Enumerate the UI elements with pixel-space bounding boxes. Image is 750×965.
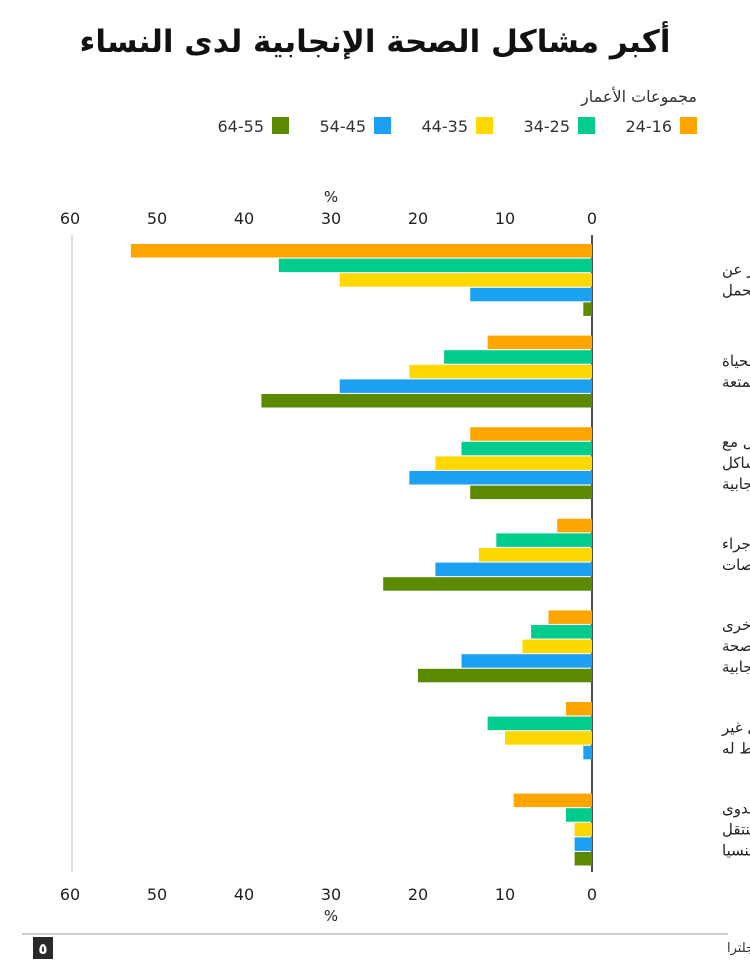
category-label: إجراء [722, 535, 750, 553]
logo-mark: ٥ [38, 940, 47, 958]
logo-box [33, 937, 53, 959]
category-label: أعراض أخرى [722, 615, 750, 634]
bottom-tick-label: 10 [495, 885, 515, 904]
bottom-tick-label: 30 [321, 885, 341, 904]
legend-swatch [680, 117, 697, 134]
legend-label: 44-35 [422, 117, 469, 136]
logo: ٥ [33, 937, 53, 959]
category-label: العجز عن [722, 260, 750, 278]
category-label: التقاط عدوى [722, 799, 750, 817]
category-label: الفحوصات [722, 556, 750, 574]
category-labels: العجز عن تحقيق الحمل الحظي بحياة جنسية ممتع… [721, 260, 750, 859]
category-label: الإنجابية [722, 658, 750, 676]
bar [478, 548, 592, 562]
category-label: التعامل مع [722, 433, 750, 451]
bar [470, 427, 592, 441]
legend-swatch [476, 117, 493, 134]
bar [261, 394, 592, 408]
top-tick-label: 60 [60, 209, 80, 228]
bar [583, 745, 592, 760]
bar [531, 625, 592, 639]
category-label: تحقيق الحمل [722, 281, 750, 299]
source-note: المصدر: وكالة الصحة العمومية في إنجلترا [727, 941, 750, 956]
bottom-tick-label: 0 [587, 885, 597, 904]
bar [461, 654, 592, 668]
bar [565, 808, 592, 822]
bar [418, 668, 592, 683]
bottom-tick-label: 20 [408, 885, 428, 904]
bars [130, 244, 592, 866]
category-label: الصحة الإنجابية [722, 475, 750, 493]
bar [435, 456, 592, 470]
top-tick-label: 40 [234, 209, 254, 228]
bar [574, 852, 592, 866]
bar [583, 302, 592, 316]
legend-swatch [578, 117, 595, 134]
category-label: جنسيا [722, 841, 750, 859]
legend-label: 34-25 [524, 117, 571, 136]
axes: 0 0 10 10 20 20 30 30 40 40 50 50 60 60%% [60, 188, 597, 925]
legend-swatch [272, 117, 289, 134]
bar [496, 533, 592, 547]
legend-label: 64-55 [218, 117, 265, 136]
bar [565, 702, 592, 716]
category-label: المخطط له [722, 739, 750, 757]
category-label: أعراض مشاكل [722, 453, 750, 472]
category-label: جنسية ممتعة [722, 373, 750, 391]
bar [278, 258, 592, 273]
top-tick-label: 20 [408, 209, 428, 228]
bar [339, 379, 592, 393]
bar [505, 731, 592, 745]
category-label: الحمل غير [721, 718, 750, 736]
bar [513, 793, 592, 808]
bar [470, 485, 592, 500]
bottom-tick-label: 60 [60, 885, 80, 904]
bar [435, 562, 592, 577]
bar [574, 822, 592, 837]
bar [130, 244, 592, 258]
bar [409, 471, 592, 485]
top-unit-label: % [324, 188, 338, 206]
bar [461, 441, 592, 456]
bar [548, 610, 592, 624]
bar [487, 716, 592, 731]
bar [557, 518, 592, 533]
bottom-tick-label: 50 [147, 885, 167, 904]
top-tick-label: 10 [495, 209, 515, 228]
legend-swatch [374, 117, 391, 134]
top-tick-label: 50 [147, 209, 167, 228]
bottom-unit-label: % [324, 907, 338, 925]
legend-label: 54-45 [320, 117, 367, 136]
legend: 24-16 34-25 44-35 54-45 64-55 [218, 117, 697, 136]
top-tick-label: 30 [321, 209, 341, 228]
bar [574, 837, 592, 851]
category-label: أو مرض منتقل [722, 819, 750, 838]
category-label: الحظي بحياة [722, 352, 750, 371]
chart-title: أكبر مشاكل الصحة الإنجابية لدى النساء [80, 21, 671, 60]
bar [444, 350, 592, 364]
category-label: متعلقة بالصحة [722, 637, 750, 655]
bar [522, 639, 592, 654]
bottom-tick-label: 40 [234, 885, 254, 904]
bar [470, 287, 592, 302]
legend-label: 24-16 [626, 117, 673, 136]
bar [339, 273, 592, 287]
bar [383, 577, 592, 591]
legend-title: مجموعات الأعمار [580, 86, 697, 107]
bar [487, 335, 592, 350]
top-tick-label: 0 [587, 209, 597, 228]
bar [409, 364, 592, 379]
